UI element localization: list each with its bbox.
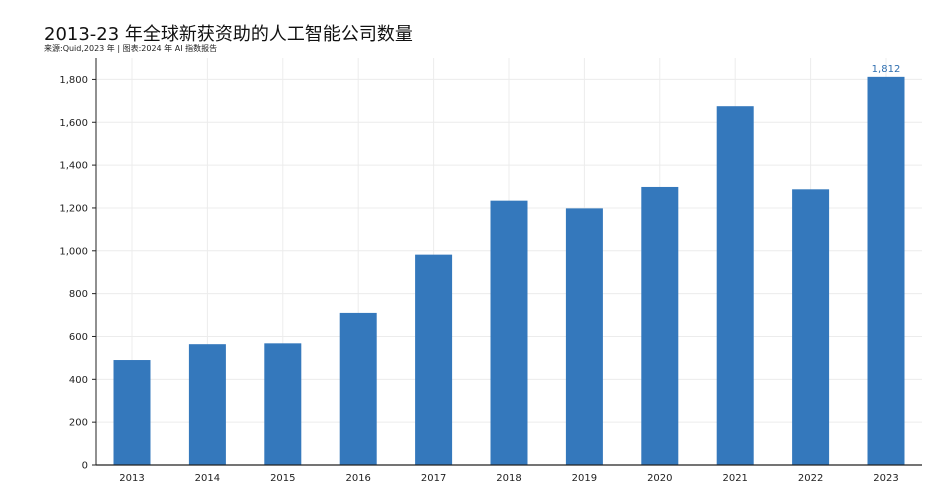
chart-title: 2013-23 年全球新获资助的人工智能公司数量 (44, 24, 413, 45)
x-tick-label: 2015 (270, 473, 295, 484)
chart-subtitle: 来源:Quid,2023 年 | 图表:2024 年 AI 指数报告 (44, 44, 218, 53)
bar-2017 (415, 254, 453, 465)
bar-2021 (716, 106, 754, 466)
x-tick-label: 2021 (722, 473, 747, 484)
y-tick-label: 600 (69, 332, 88, 343)
x-tick-label: 2017 (421, 473, 446, 484)
data-label-2023: 1,812 (872, 64, 901, 75)
bar-2013 (113, 360, 151, 465)
bar-2022 (792, 189, 830, 466)
x-tick-label: 2020 (647, 473, 672, 484)
x-tick-label: 2023 (873, 473, 898, 484)
bars (113, 76, 905, 466)
axes (92, 58, 922, 466)
y-tick-label: 200 (69, 418, 88, 429)
y-tick-label: 0 (82, 461, 88, 472)
bar-2016 (339, 312, 377, 465)
x-tick-label: 2013 (119, 473, 144, 484)
y-tick-label: 1,200 (59, 203, 88, 214)
x-tick-label: 2019 (572, 473, 597, 484)
y-tick-label: 1,000 (59, 246, 88, 257)
bar-2020 (641, 186, 679, 465)
x-tick-label: 2014 (195, 473, 220, 484)
bar-2019 (565, 208, 603, 465)
x-tick-label: 2018 (496, 473, 521, 484)
y-tick-label: 1,600 (59, 118, 88, 129)
y-tick-label: 400 (69, 375, 88, 386)
y-tick-label: 800 (69, 289, 88, 300)
bar-2023 (867, 76, 905, 465)
x-tick-label: 2022 (798, 473, 823, 484)
x-tick-label: 2016 (345, 473, 370, 484)
bar-2015 (264, 343, 302, 465)
labels: 0 200 400 600 800 1,000 1,200 1,400 1,600 1,800 20… (59, 64, 900, 484)
bar-2014 (188, 344, 226, 465)
y-tick-label: 1,800 (59, 75, 88, 86)
y-tick-label: 1,400 (59, 161, 88, 172)
bar-2018 (490, 200, 528, 465)
